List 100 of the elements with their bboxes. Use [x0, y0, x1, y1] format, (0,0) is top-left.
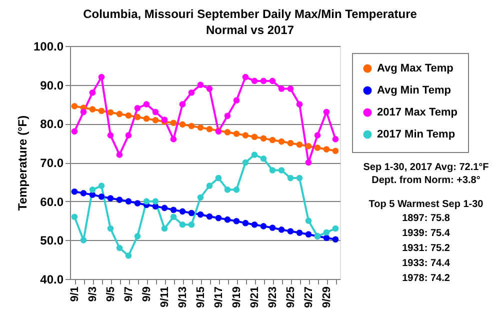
point: [242, 74, 249, 80]
y-tick-label: 40.0: [40, 272, 64, 286]
point: [98, 194, 105, 200]
text: 1978: 74.2: [402, 273, 450, 284]
point: [206, 182, 213, 189]
point: [224, 112, 231, 120]
point: [152, 108, 159, 116]
point: [242, 132, 249, 138]
point: [107, 225, 114, 232]
x-tick-label: 9/1: [69, 286, 81, 302]
text: 1897: 75.8: [402, 213, 450, 224]
point: [188, 221, 195, 228]
point: [116, 152, 123, 158]
point: [188, 89, 195, 96]
point: [242, 220, 249, 226]
point: [179, 221, 186, 228]
point: [251, 152, 258, 158]
point: [197, 124, 204, 131]
point: [323, 146, 330, 152]
point: [260, 78, 267, 84]
x-tick-label: 9/25: [285, 286, 297, 308]
point: [125, 112, 132, 119]
point: [269, 136, 276, 144]
x-tick-label: 9/19: [231, 286, 243, 308]
y-axis-title: Temperature (°F): [15, 115, 30, 211]
point: [206, 126, 213, 132]
point: [332, 236, 339, 243]
point: [197, 194, 204, 201]
point: [98, 74, 105, 80]
point: [332, 136, 339, 142]
point: [323, 229, 330, 236]
point: [260, 135, 267, 142]
point: [170, 214, 177, 220]
y-tick-label: 70.0: [40, 156, 64, 170]
x-tick-label: 9/21: [249, 286, 261, 308]
point: [188, 210, 195, 216]
point: [71, 188, 78, 195]
x-tick-label: 9/27: [303, 286, 315, 308]
point: [107, 195, 114, 202]
point: [98, 108, 105, 114]
point: [269, 167, 276, 174]
point: [134, 200, 141, 206]
point: [224, 186, 231, 193]
point: [152, 198, 159, 204]
x-tick-label: 9/3: [87, 286, 99, 302]
point: [197, 211, 204, 218]
point: [260, 223, 267, 230]
point: [80, 108, 87, 116]
point: [332, 225, 339, 232]
point: [278, 86, 285, 92]
point: [143, 101, 150, 108]
point: [233, 218, 240, 224]
point: [305, 218, 312, 224]
point: [296, 141, 303, 148]
y-tick-label: 50.0: [40, 234, 64, 248]
point: [89, 106, 96, 112]
point: [287, 86, 294, 92]
point: [224, 216, 231, 223]
point: [287, 228, 294, 234]
point: [224, 129, 231, 136]
point: [215, 214, 222, 222]
point: [188, 122, 195, 130]
y-tick-label: 100.0: [33, 40, 64, 54]
point: [89, 186, 96, 193]
point: [107, 109, 114, 116]
point: [116, 244, 123, 252]
point: [125, 252, 132, 259]
x-tick-label: 9/9: [141, 286, 153, 302]
x-tick-label: 9/23: [267, 286, 279, 308]
point: [314, 132, 321, 138]
text: Sep 1-30, 2017 Avg: 72.1°F: [363, 162, 489, 173]
point: [323, 234, 330, 241]
y-tick-label: 80.0: [40, 117, 64, 132]
point: [314, 144, 321, 151]
point: [278, 138, 285, 145]
point: [233, 97, 240, 104]
text: Dept. from Norm: +3.8°: [372, 175, 480, 186]
point: [71, 214, 78, 220]
point: [125, 132, 132, 138]
point: [197, 82, 204, 88]
legend-label: Avg Min Temp: [377, 84, 452, 96]
text: 1931: 75.2: [402, 243, 450, 254]
point: [233, 186, 240, 193]
point: [305, 231, 312, 238]
x-tick-label: 9/5: [105, 286, 117, 302]
point: [125, 198, 132, 204]
point: [278, 167, 285, 174]
point: [179, 121, 186, 128]
point: [332, 148, 339, 154]
point: [251, 221, 258, 228]
legend-label: 2017 Min Temp: [377, 128, 456, 140]
point: [80, 190, 87, 196]
point: [179, 208, 186, 215]
point: [143, 198, 150, 204]
point: [296, 174, 303, 182]
point: [206, 86, 213, 92]
legend-label: 2017 Max Temp: [377, 106, 458, 118]
point: [71, 103, 78, 110]
point: [296, 230, 303, 236]
chart-subtitle: Normal vs 2017: [206, 23, 294, 37]
